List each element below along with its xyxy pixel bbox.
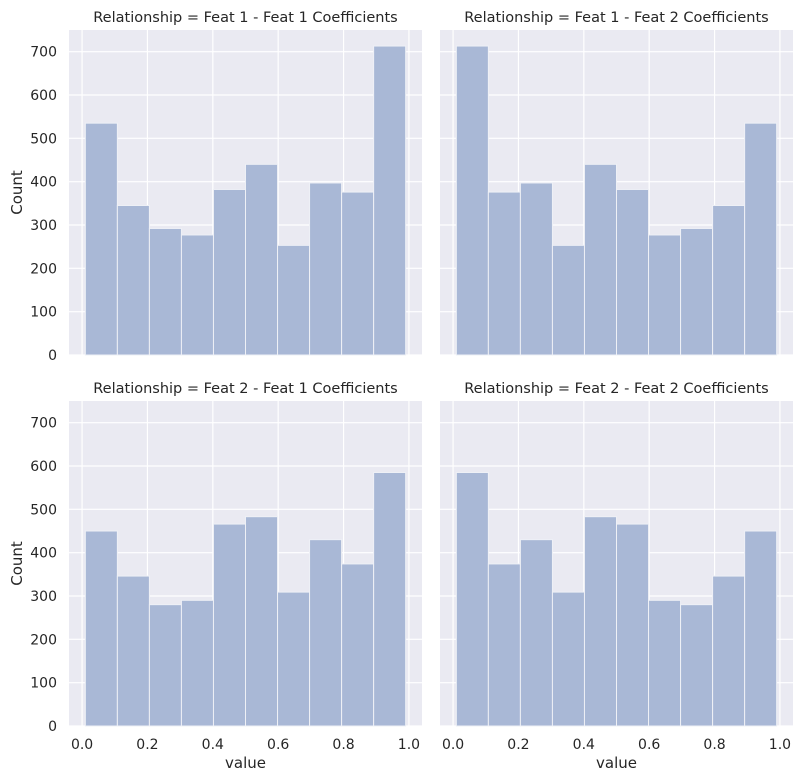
histogram-bar [551, 244, 585, 356]
y-tick-label: 500 [30, 502, 57, 518]
histogram-bar [583, 163, 617, 356]
histogram-bar [487, 563, 521, 727]
facet-panel-4: Relationship = Feat 2 - Feat 2 Coefficie… [440, 381, 793, 772]
panel-title: Relationship = Feat 1 - Feat 1 Coefficie… [93, 10, 397, 26]
x-tick-label: 0.8 [332, 737, 354, 753]
histogram-bar [583, 516, 617, 727]
histogram-bar [277, 244, 311, 356]
panel-title: Relationship = Feat 2 - Feat 1 Coefficie… [93, 381, 397, 397]
histogram-bar [616, 188, 650, 356]
y-tick-label: 700 [30, 45, 57, 61]
facet-panel-1: Relationship = Feat 1 - Feat 1 Coefficie… [8, 10, 422, 364]
y-tick-label: 300 [30, 218, 57, 234]
histogram-bar [487, 191, 521, 356]
histogram-bar [373, 472, 407, 727]
histogram-bar [551, 591, 585, 727]
histogram-bar [341, 191, 375, 356]
histogram-bar [341, 563, 375, 727]
histogram-bar [116, 575, 150, 727]
histogram-bar [455, 45, 489, 356]
histogram-bar [245, 516, 279, 727]
histogram-bar [212, 523, 247, 727]
y-tick-label: 600 [30, 459, 57, 475]
x-tick-label: 1.0 [769, 737, 791, 753]
y-tick-label: 200 [30, 261, 57, 277]
y-tick-label: 0 [48, 348, 57, 364]
x-tick-label: 0.0 [442, 737, 464, 753]
histogram-bar [277, 591, 311, 727]
y-tick-label: 500 [30, 131, 57, 147]
histogram-bar [245, 163, 279, 356]
histogram-bar [148, 227, 182, 356]
histogram-bar [84, 122, 118, 356]
histogram-bar [648, 599, 682, 727]
histogram-bar [519, 539, 553, 727]
x-tick-label: 0.4 [202, 737, 224, 753]
histogram-bar [648, 234, 682, 356]
y-tick-label: 100 [30, 676, 57, 692]
histogram-bar [212, 188, 247, 356]
x-tick-label: 0.8 [703, 737, 725, 753]
histogram-bar [519, 182, 553, 356]
x-tick-label: 0.0 [71, 737, 93, 753]
histogram-bar [148, 604, 182, 727]
y-tick-label: 200 [30, 632, 57, 648]
x-tick-label: 0.2 [507, 737, 529, 753]
facet-panel-3: Relationship = Feat 2 - Feat 1 Coefficie… [8, 381, 422, 772]
histogram-bar [744, 530, 778, 727]
x-tick-label: 1.0 [398, 737, 420, 753]
y-axis-label: Count [8, 170, 26, 215]
histogram-bar [180, 234, 214, 356]
x-tick-label: 0.4 [573, 737, 595, 753]
x-tick-label: 0.6 [638, 737, 660, 753]
y-axis-label: Count [8, 541, 26, 586]
histogram-bar [116, 205, 150, 356]
histogram-bar [309, 182, 343, 356]
y-tick-label: 700 [30, 416, 57, 432]
facet-panel-2: Relationship = Feat 1 - Feat 2 Coefficie… [440, 10, 793, 356]
histogram-bar [712, 575, 746, 727]
histogram-bar [712, 205, 746, 356]
y-tick-label: 600 [30, 88, 57, 104]
y-tick-label: 100 [30, 305, 57, 321]
y-tick-label: 0 [48, 719, 57, 735]
panel-title: Relationship = Feat 2 - Feat 2 Coefficie… [464, 381, 768, 397]
x-tick-label: 0.2 [136, 737, 158, 753]
y-tick-label: 400 [30, 175, 57, 191]
histogram-bar [373, 45, 407, 356]
y-tick-label: 400 [30, 546, 57, 562]
x-axis-label: value [596, 754, 637, 772]
histogram-bar [455, 472, 489, 727]
histogram-bar [680, 604, 714, 727]
histogram-bar [616, 523, 650, 727]
histogram-bar [309, 539, 343, 727]
histogram-bar [680, 227, 714, 356]
x-tick-label: 0.6 [267, 737, 289, 753]
panel-title: Relationship = Feat 1 - Feat 2 Coefficie… [464, 10, 768, 26]
histogram-bar [180, 599, 214, 727]
x-axis-label: value [225, 754, 266, 772]
histogram-bar [84, 530, 118, 727]
histogram-bar [744, 122, 778, 356]
y-tick-label: 300 [30, 589, 57, 605]
